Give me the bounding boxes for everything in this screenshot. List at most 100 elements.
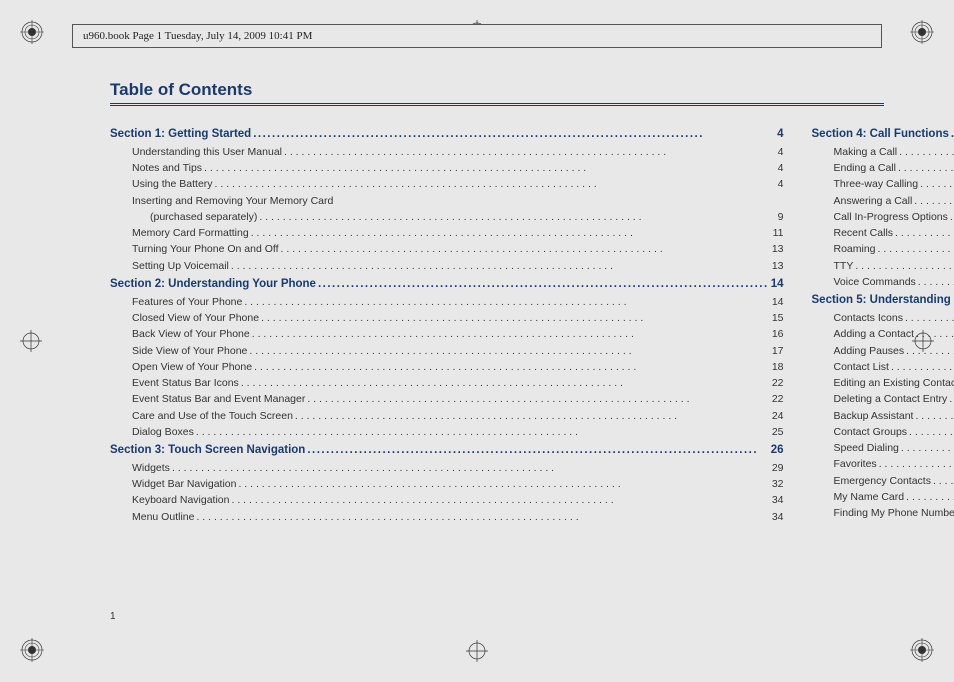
toc-leader-dots bbox=[879, 456, 954, 472]
toc-entry-label: Recent Calls bbox=[834, 225, 894, 241]
toc-page-number: 24 bbox=[772, 408, 784, 424]
toc-leader-dots bbox=[318, 276, 769, 294]
toc-entry-label: Contact Groups bbox=[834, 424, 908, 440]
toc-entry: Memory Card Formatting 11 bbox=[110, 225, 784, 241]
toc-entry: Editing an Existing Contact Entry 56 bbox=[812, 375, 954, 391]
toc-entry: Back View of Your Phone 16 bbox=[110, 326, 784, 342]
toc-title: Table of Contents bbox=[110, 80, 884, 106]
toc-entry: Deleting a Contact Entry 57 bbox=[812, 391, 954, 407]
toc-entry: Menu Outline 34 bbox=[110, 509, 784, 525]
toc-entry: Setting Up Voicemail 13 bbox=[110, 258, 784, 274]
toc-entry-label: Roaming bbox=[834, 241, 876, 257]
toc-entry-label: Care and Use of the Touch Screen bbox=[132, 408, 293, 424]
toc-entry-label: Turning Your Phone On and Off bbox=[132, 241, 279, 257]
page-body: Table of Contents Section 1: Getting Sta… bbox=[110, 80, 884, 622]
cross-mark-icon bbox=[20, 330, 42, 352]
toc-page-number: 4 bbox=[778, 176, 784, 192]
toc-leader-dots bbox=[281, 241, 770, 257]
toc-entry-label: Keyboard Navigation bbox=[132, 492, 229, 508]
toc-entry: Contact List 56 bbox=[812, 359, 954, 375]
toc-page-number: 34 bbox=[772, 509, 784, 525]
toc-entry: Finding My Phone Number 65 bbox=[812, 505, 954, 521]
toc-section: Section 5: Understanding Your Contacts 5… bbox=[812, 292, 954, 310]
toc-entry: Keyboard Navigation 34 bbox=[110, 492, 784, 508]
toc-column: Section 1: Getting Started 4Understandin… bbox=[110, 124, 784, 525]
toc-entry: Dialog Boxes 25 bbox=[110, 424, 784, 440]
page-header: u960.book Page 1 Tuesday, July 14, 2009 … bbox=[72, 24, 882, 48]
toc-leader-dots bbox=[196, 509, 769, 525]
toc-entry-label: Understanding this User Manual bbox=[132, 144, 282, 160]
toc-entry-label: Finding My Phone Number bbox=[834, 505, 954, 521]
toc-leader-dots bbox=[898, 160, 954, 176]
toc-leader-dots bbox=[172, 460, 770, 476]
toc-entry: My Name Card 64 bbox=[812, 489, 954, 505]
toc-entry: TTY 44 bbox=[812, 258, 954, 274]
toc-entry-label: Widget Bar Navigation bbox=[132, 476, 236, 492]
toc-page-number: 15 bbox=[772, 310, 784, 326]
toc-entry-label: Voice Commands bbox=[834, 274, 916, 290]
toc-leader-dots bbox=[855, 258, 954, 274]
toc-entry-label: Editing an Existing Contact Entry bbox=[834, 375, 954, 391]
toc-leader-dots bbox=[196, 424, 770, 440]
toc-entry: Backup Assistant 57 bbox=[812, 408, 954, 424]
toc-leader-dots bbox=[244, 294, 769, 310]
toc-entry: Event Status Bar and Event Manager 22 bbox=[110, 391, 784, 407]
toc-section: Section 3: Touch Screen Navigation 26 bbox=[110, 442, 784, 460]
reg-mark-icon bbox=[20, 638, 44, 662]
toc-entry: Using the Battery 4 bbox=[110, 176, 784, 192]
toc-entry-label: Menu Outline bbox=[132, 509, 194, 525]
toc-entry-label: Ending a Call bbox=[834, 160, 896, 176]
toc-entry-label: (purchased separately) bbox=[150, 209, 257, 225]
toc-page-number: 17 bbox=[772, 343, 784, 359]
toc-entry: Side View of Your Phone 17 bbox=[110, 343, 784, 359]
toc-entry: Making a Call 38 bbox=[812, 144, 954, 160]
toc-entry-label: Contacts Icons bbox=[834, 310, 903, 326]
toc-entry-label: Memory Card Formatting bbox=[132, 225, 249, 241]
toc-entry: Favorites 62 bbox=[812, 456, 954, 472]
toc-entry: (purchased separately) 9 bbox=[110, 209, 784, 225]
toc-entry: Ending a Call 38 bbox=[812, 160, 954, 176]
toc-page-number: 4 bbox=[778, 160, 784, 176]
toc-leader-dots bbox=[891, 359, 954, 375]
toc-entry-label: Event Status Bar and Event Manager bbox=[132, 391, 305, 407]
toc-leader-dots bbox=[254, 359, 770, 375]
toc-entry: Event Status Bar Icons 22 bbox=[110, 375, 784, 391]
toc-entry-label: Features of Your Phone bbox=[132, 294, 242, 310]
toc-leader-dots bbox=[284, 144, 776, 160]
toc-entry-label: Back View of Your Phone bbox=[132, 326, 250, 342]
toc-entry: Turning Your Phone On and Off 13 bbox=[110, 241, 784, 257]
toc-page-number: 13 bbox=[772, 241, 784, 257]
toc-leader-dots bbox=[914, 193, 954, 209]
toc-entry-label: Side View of Your Phone bbox=[132, 343, 247, 359]
toc-entry: Widget Bar Navigation 32 bbox=[110, 476, 784, 492]
toc-entry-label: Deleting a Contact Entry bbox=[834, 391, 948, 407]
toc-leader-dots bbox=[950, 209, 954, 225]
toc-page-number: 34 bbox=[772, 492, 784, 508]
cross-mark-icon bbox=[466, 640, 488, 662]
toc-entry: Open View of Your Phone 18 bbox=[110, 359, 784, 375]
toc-entry: Contacts Icons 51 bbox=[812, 310, 954, 326]
toc-entry-label: Adding a Contact bbox=[834, 326, 915, 342]
toc-section-label: Section 5: Understanding Your Contacts bbox=[812, 292, 954, 310]
reg-mark-icon bbox=[910, 20, 934, 44]
toc-entry: Inserting and Removing Your Memory Card bbox=[110, 193, 784, 209]
toc-entry-label: Making a Call bbox=[834, 144, 898, 160]
toc-leader-dots bbox=[906, 343, 954, 359]
toc-leader-dots bbox=[253, 126, 775, 144]
toc-leader-dots bbox=[895, 225, 954, 241]
toc-entry: Call In-Progress Options 40 bbox=[812, 209, 954, 225]
toc-entry-label: TTY bbox=[834, 258, 854, 274]
toc-page-number: 4 bbox=[778, 144, 784, 160]
page-number: 1 bbox=[110, 611, 116, 622]
toc-entry: Contact Groups 57 bbox=[812, 424, 954, 440]
toc-entry: Adding Pauses 55 bbox=[812, 343, 954, 359]
toc-leader-dots bbox=[307, 391, 769, 407]
toc-leader-dots bbox=[878, 241, 954, 257]
toc-leader-dots bbox=[215, 176, 776, 192]
toc-entry-label: Event Status Bar Icons bbox=[132, 375, 239, 391]
toc-page-number: 26 bbox=[771, 442, 784, 460]
toc-page-number: 25 bbox=[772, 424, 784, 440]
toc-entry-label: Answering a Call bbox=[834, 193, 913, 209]
toc-leader-dots bbox=[231, 492, 769, 508]
toc-section-label: Section 4: Call Functions bbox=[812, 126, 949, 144]
